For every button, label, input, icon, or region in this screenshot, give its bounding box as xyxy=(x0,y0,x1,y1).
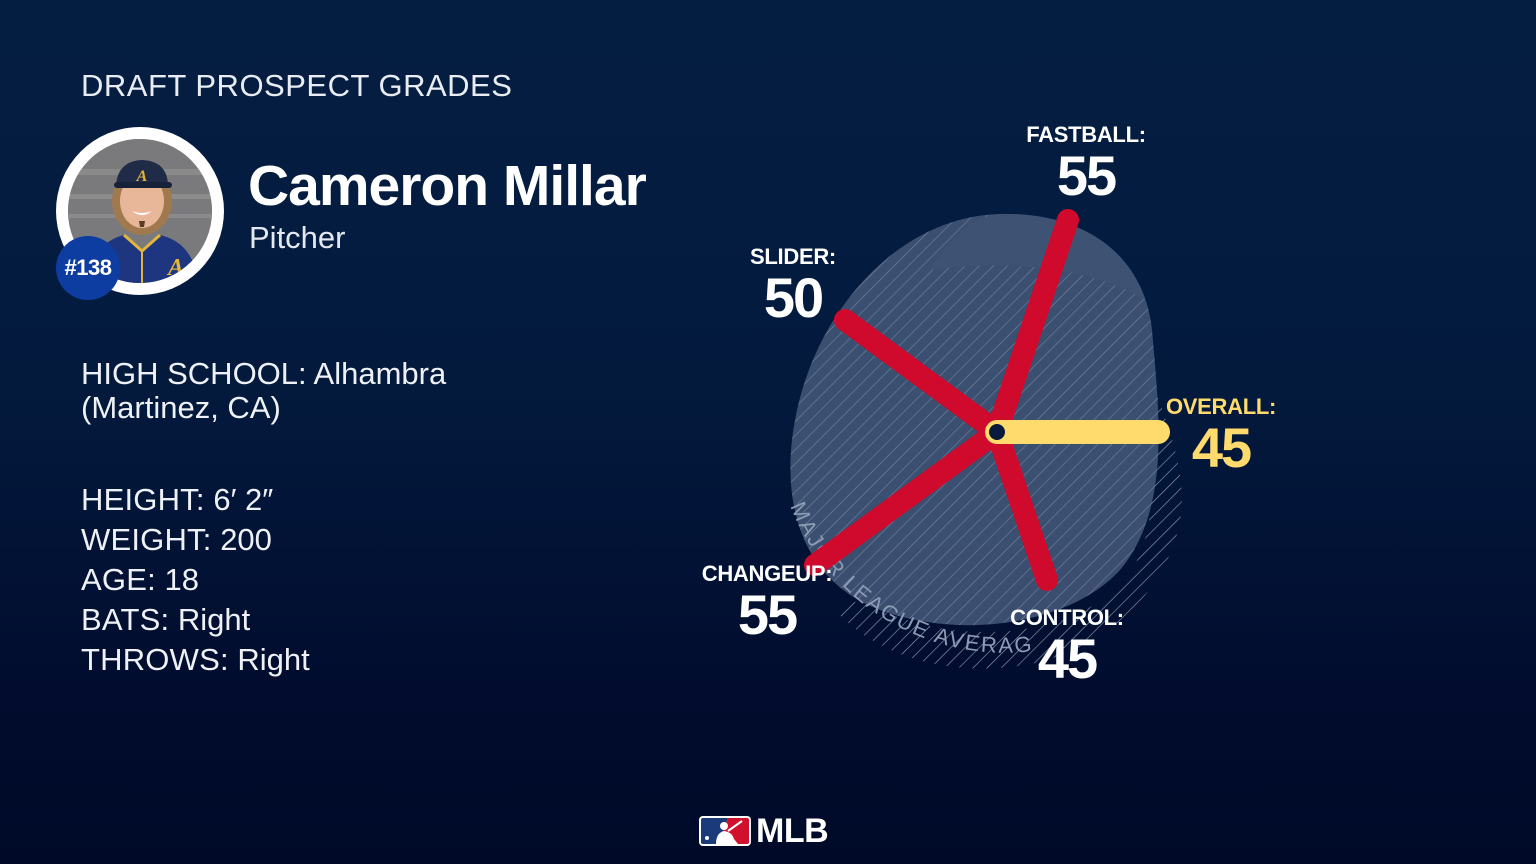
stat-throws: THROWS: Right xyxy=(81,642,310,677)
grade-changeup: CHANGEUP: 55 xyxy=(701,561,833,646)
mlb-batter-icon xyxy=(699,816,751,846)
rank-badge: #138 xyxy=(56,236,120,300)
high-school-info: HIGH SCHOOL: Alhambra (Martinez, CA) xyxy=(81,357,446,425)
stat-weight: WEIGHT: 200 xyxy=(81,522,272,557)
stat-bats: BATS: Right xyxy=(81,602,251,637)
mlb-logo: MLB xyxy=(698,812,829,850)
major-league-average-hatch xyxy=(835,330,1182,669)
stat-age: AGE: 18 xyxy=(81,562,199,597)
player-stats-list: HEIGHT: 6′ 2″ WEIGHT: 200 AGE: 18 BATS: … xyxy=(81,480,310,680)
spoke-control xyxy=(986,421,1058,591)
grade-overall: OVERALL: 45 xyxy=(1165,394,1277,479)
spoke-fastball xyxy=(986,209,1079,443)
chart-center-dot xyxy=(989,424,1005,440)
player-name: Cameron Millar xyxy=(248,154,647,218)
grade-slider: SLIDER: 50 xyxy=(750,244,836,329)
stat-height: HEIGHT: 6′ 2″ xyxy=(81,482,274,517)
high-school-line-1: HIGH SCHOOL: Alhambra xyxy=(81,356,447,391)
page-kicker-title: DRAFT PROSPECT GRADES xyxy=(81,68,513,103)
spoke-changeup xyxy=(804,421,1008,576)
spoke-slider xyxy=(834,309,1008,443)
grade-spokes xyxy=(804,209,1079,591)
svg-text:A: A xyxy=(136,168,148,185)
grade-fastball: FASTBALL: 55 xyxy=(1026,122,1146,207)
high-school-line-2: (Martinez, CA) xyxy=(81,390,281,425)
grade-control: CONTROL: 45 xyxy=(1010,605,1124,690)
mlb-logo-text: MLB xyxy=(756,812,829,850)
player-position: Pitcher xyxy=(249,220,346,255)
